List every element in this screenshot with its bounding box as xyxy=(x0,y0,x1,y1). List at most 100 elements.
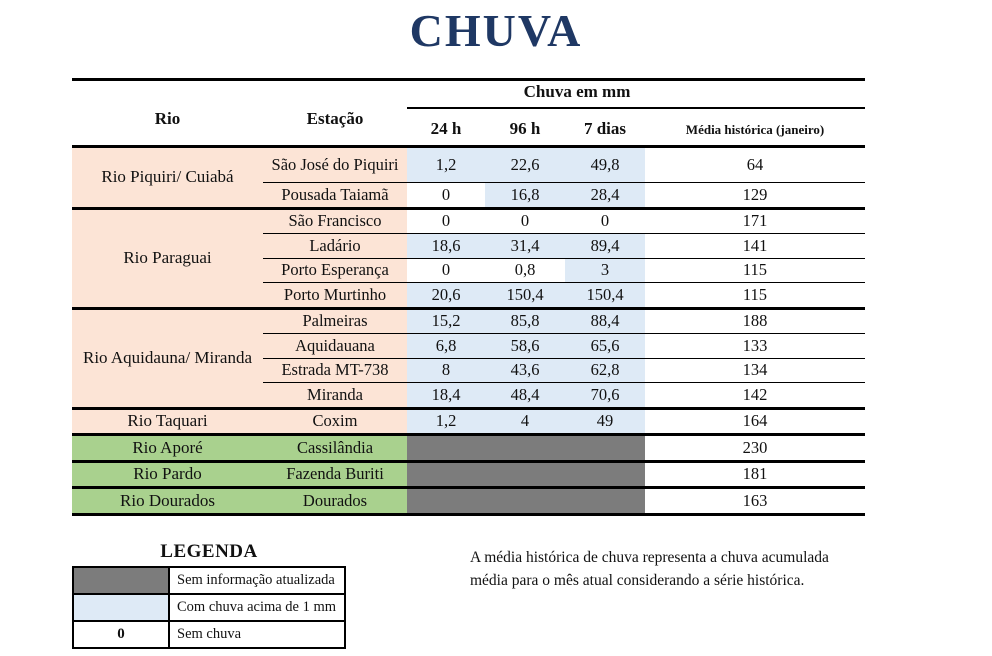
station-name-cell: Aquidauana xyxy=(263,334,407,358)
rainfall-table: Rio Estação Chuva em mm 24 h 96 h 7 dias… xyxy=(72,78,865,516)
station-rows: São José do Piquiri 1,2 22,6 49,8 64 Pousada … xyxy=(263,148,865,207)
rain-value-cell xyxy=(565,462,645,486)
station-name-cell: Estrada MT-738 xyxy=(263,358,407,382)
river-group: Rio Dourados Dourados 163 xyxy=(72,486,865,513)
river-name-cell: Rio Piquiri/ Cuiabá xyxy=(72,148,263,207)
legend-item-label: Com chuva acima de 1 mm xyxy=(177,599,337,615)
column-group-header-chuva-mm: Chuva em mm xyxy=(523,82,631,101)
rain-value-cell: 6,8 xyxy=(407,334,485,358)
river-group: Rio Piquiri/ Cuiabá São José do Piquiri 1,… xyxy=(72,145,865,207)
river-group: Rio Aquidauna/ Miranda Palmeiras 15,2 85,8 8… xyxy=(72,306,865,407)
column-header-96h: 96 h xyxy=(509,119,541,138)
legend-item-label: Sem chuva xyxy=(177,626,242,642)
station-name-cell: Cassilândia xyxy=(263,436,407,460)
rain-value-cell: 16,8 xyxy=(485,183,565,207)
rain-value-cell xyxy=(407,436,485,460)
historical-average-cell: 134 xyxy=(645,358,865,382)
table-row: Palmeiras 15,2 85,8 88,4 188 xyxy=(263,309,865,333)
historical-average-cell: 115 xyxy=(645,283,865,307)
legend-swatch-noinfo xyxy=(74,568,170,593)
legend-title: LEGENDA xyxy=(160,541,258,562)
rain-value-cell: 3 xyxy=(565,258,645,282)
rain-value-cell: 15,2 xyxy=(407,309,485,333)
table-row: Coxim 1,2 4 49 164 xyxy=(263,409,865,433)
station-rows: Cassilândia 230 xyxy=(263,436,865,460)
rain-value-cell: 150,4 xyxy=(485,283,565,307)
historical-average-note: A média histórica de chuva representa a … xyxy=(470,549,829,590)
rain-value-cell: 0 xyxy=(485,209,565,233)
rain-value-cell: 49,8 xyxy=(565,148,645,182)
station-name-cell: Ladário xyxy=(263,234,407,258)
column-header-estacao: Estação xyxy=(306,109,364,128)
rain-value-cell: 65,6 xyxy=(565,334,645,358)
legend-swatch-rain xyxy=(74,595,170,620)
historical-average-cell: 171 xyxy=(645,209,865,233)
rain-value-cell xyxy=(407,489,485,513)
table-row: São José do Piquiri 1,2 22,6 49,8 64 xyxy=(263,148,865,182)
table-row: Estrada MT-738 8 43,6 62,8 134 xyxy=(263,357,865,382)
river-group: Rio Aporé Cassilândia 230 xyxy=(72,433,865,460)
table-row: Fazenda Buriti 181 xyxy=(263,462,865,486)
rain-value-cell: 85,8 xyxy=(485,309,565,333)
station-rows: Fazenda Buriti 181 xyxy=(263,462,865,486)
table-row: Porto Esperança 0 0,8 3 115 xyxy=(263,257,865,282)
rain-value-cell: 88,4 xyxy=(565,309,645,333)
legend: LEGENDA Sem informação atualizada Com chu… xyxy=(72,541,346,649)
historical-average-cell: 181 xyxy=(645,462,865,486)
station-name-cell: Porto Esperança xyxy=(263,258,407,282)
rain-value-cell: 89,4 xyxy=(565,234,645,258)
legend-item: 0 Sem chuva xyxy=(74,620,344,647)
river-name-cell: Rio Aquidauna/ Miranda xyxy=(72,309,263,407)
rain-value-cell: 58,6 xyxy=(485,334,565,358)
river-group: Rio Pardo Fazenda Buriti 181 xyxy=(72,459,865,486)
table-row: Miranda 18,4 48,4 70,6 142 xyxy=(263,382,865,407)
rain-value-cell: 18,4 xyxy=(407,383,485,407)
station-name-cell: Dourados xyxy=(263,489,407,513)
rain-value-cell: 4 xyxy=(485,409,565,433)
legend-item: Sem informação atualizada xyxy=(74,568,344,593)
rain-value-cell: 1,2 xyxy=(407,148,485,182)
rain-value-cell xyxy=(485,436,565,460)
rain-value-cell: 0 xyxy=(565,209,645,233)
station-name-cell: Pousada Taiamã xyxy=(263,183,407,207)
station-rows: São Francisco 0 0 0 171 Ladário 18,6 31,4 89,4 14… xyxy=(263,209,865,307)
historical-average-cell: 163 xyxy=(645,489,865,513)
station-name-cell: São José do Piquiri xyxy=(263,148,407,182)
historical-average-cell: 141 xyxy=(645,234,865,258)
rain-value-cell: 70,6 xyxy=(565,383,645,407)
rain-value-cell xyxy=(407,462,485,486)
river-name-cell: Rio Dourados xyxy=(72,489,263,513)
column-header-media-historica: Média histórica (janeiro) xyxy=(685,122,825,137)
station-name-cell: Palmeiras xyxy=(263,309,407,333)
table-row: São Francisco 0 0 0 171 xyxy=(263,209,865,233)
column-header-7dias: 7 dias xyxy=(583,119,627,138)
station-name-cell: Fazenda Buriti xyxy=(263,462,407,486)
rain-value-cell: 20,6 xyxy=(407,283,485,307)
historical-average-cell: 115 xyxy=(645,258,865,282)
rain-value-cell: 49 xyxy=(565,409,645,433)
table-row: Dourados 163 xyxy=(263,489,865,513)
historical-average-cell: 188 xyxy=(645,309,865,333)
rain-value-cell: 8 xyxy=(407,358,485,382)
river-group: Rio Paraguai São Francisco 0 0 0 171 Ladário 18… xyxy=(72,206,865,307)
header-divider xyxy=(407,107,865,109)
legend-table: Sem informação atualizada Com chuva acima… xyxy=(72,566,346,649)
table-row: Pousada Taiamã 0 16,8 28,4 129 xyxy=(263,182,865,207)
station-name-cell: Porto Murtinho xyxy=(263,283,407,307)
historical-average-cell: 230 xyxy=(645,436,865,460)
table-header: Rio Estação Chuva em mm 24 h 96 h 7 dias… xyxy=(72,81,865,145)
column-header-rio: Rio xyxy=(154,109,181,128)
rain-value-cell: 0 xyxy=(407,258,485,282)
column-header-24h: 24 h xyxy=(430,119,462,138)
historical-average-cell: 164 xyxy=(645,409,865,433)
rain-value-cell xyxy=(565,436,645,460)
river-name-cell: Rio Aporé xyxy=(72,436,263,460)
rain-value-cell: 62,8 xyxy=(565,358,645,382)
rain-value-cell xyxy=(485,489,565,513)
rain-value-cell: 31,4 xyxy=(485,234,565,258)
station-rows: Dourados 163 xyxy=(263,489,865,513)
station-rows: Palmeiras 15,2 85,8 88,4 188 Aquidauana 6,8 58,… xyxy=(263,309,865,407)
station-name-cell: São Francisco xyxy=(263,209,407,233)
rain-value-cell: 22,6 xyxy=(485,148,565,182)
page-title: CHUVA xyxy=(409,5,583,56)
